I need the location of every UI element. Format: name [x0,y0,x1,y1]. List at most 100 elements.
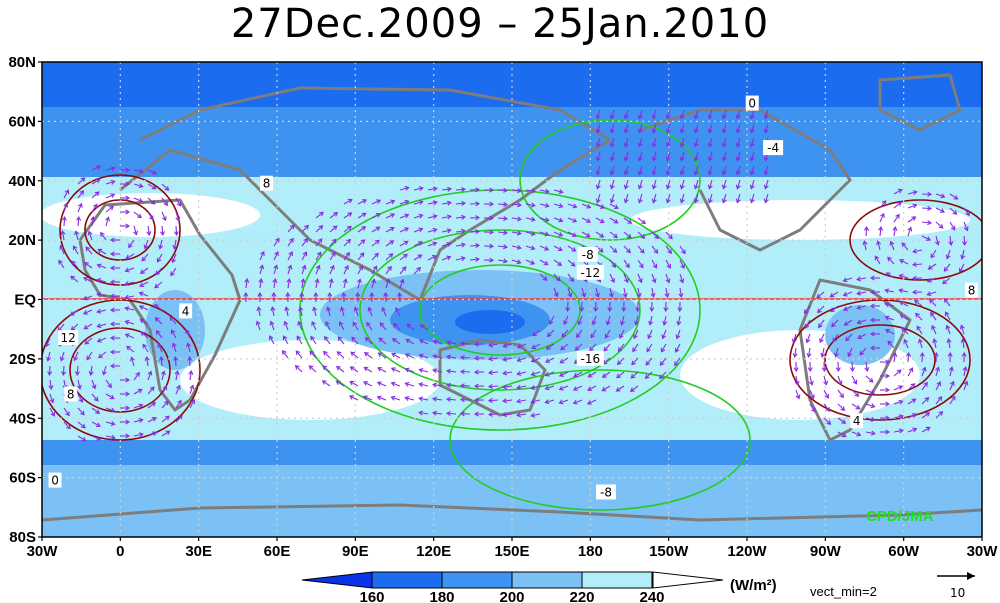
wind-vector [77,216,80,227]
wind-vector-head [378,337,384,343]
wind-vector-head [665,142,671,148]
wind-vector-head [870,430,876,436]
contour-label: 0 [748,97,756,111]
wind-vector-head [560,345,566,351]
wind-vector [750,165,755,175]
wind-vector [916,326,923,335]
wind-vector-head [637,184,643,190]
contour-positive-america-sh [789,299,971,421]
wind-vector [287,224,295,233]
wind-vector-head [346,238,352,244]
wind-vector-head [300,278,306,284]
wind-vector-head [95,178,101,184]
colorbar-box [371,571,443,589]
wind-vector [851,389,859,397]
wind-vector-head [45,342,50,348]
wind-vector-head [595,156,601,162]
wind-vector [804,305,811,314]
wind-vector-head [604,333,610,339]
wind-vector-head [609,128,615,134]
wind-vector-head [819,338,824,344]
wind-vector [185,329,191,339]
wind-vector-head [432,396,438,402]
wind-vector-head [721,184,727,190]
wind-vector-head [80,177,86,182]
wind-vector [595,287,599,297]
wind-vector-head [109,349,115,355]
wind-vector-head [651,156,657,162]
wind-vector-head [150,199,156,205]
wind-vector-head [864,367,870,372]
wind-vector-head [830,307,835,313]
wind-vector [427,255,437,261]
wind-vector-head [613,204,619,210]
wind-vector [337,351,345,359]
wind-vector-head [885,272,891,277]
wind-vector-head [649,307,655,313]
greenland-coast [878,73,962,132]
wind-vector-head [404,227,410,232]
contour-label-bg [965,282,979,298]
wind-vector [949,367,953,377]
wind-vector-head [347,212,353,217]
wind-vector-head [269,320,275,326]
wind-vector-head [651,184,657,190]
wind-vector-head [310,335,315,341]
wind-vector [561,329,569,338]
wind-vector [503,357,513,361]
wind-vector-head [563,320,568,326]
wind-vector-head [947,351,953,357]
wind-vector-head [950,395,956,401]
wind-vector [857,333,867,339]
wind-vector [189,399,195,409]
wind-vector-head [137,213,142,219]
wind-vector [679,259,685,269]
wind-vector-head [95,409,101,414]
wind-vector [393,323,401,331]
wind-vector [638,193,643,203]
wind-vector [259,279,262,289]
wind-vector-head [665,198,671,204]
wind-vector-head [125,254,131,260]
wind-vector-head [390,213,396,218]
wind-vector [567,217,577,223]
wind-vector [567,273,574,282]
wind-vector-head [885,429,891,435]
wind-vector-head [599,233,605,238]
wind-vector [399,186,409,191]
wind-vector [660,357,667,366]
wind-vector-head [624,278,629,284]
wind-vector [750,151,755,161]
wind-vector-head [125,223,131,229]
reference-value: 10 [950,586,965,600]
wind-vector [750,193,755,203]
wind-vector [446,384,457,387]
wind-vector [605,329,611,339]
wind-vector-head [898,259,904,264]
wind-vector [58,260,65,269]
wind-vector [624,137,629,147]
wind-vector-head [48,385,54,390]
wind-vector [399,240,409,247]
wind-vector [736,123,741,133]
wind-vector-head [345,251,350,257]
wind-vector-head [793,367,799,373]
wind-vector [921,412,930,419]
wind-vector [301,238,308,247]
wind-vector-head [158,244,164,250]
wind-vector [156,330,163,339]
wind-vector [609,217,618,224]
wind-vector [809,375,813,385]
wind-vector-head [160,370,166,376]
wind-vector [441,202,451,205]
wind-vector-head [555,276,561,282]
wind-vector-head [749,170,755,176]
wind-vector [352,322,359,331]
wind-vector [903,339,909,349]
wind-vector-head [125,405,131,411]
wind-vector [447,370,457,373]
wind-vector [308,365,317,373]
wind-vector-head [418,200,424,205]
wind-vector [821,347,825,357]
wind-vector-head [59,244,65,250]
